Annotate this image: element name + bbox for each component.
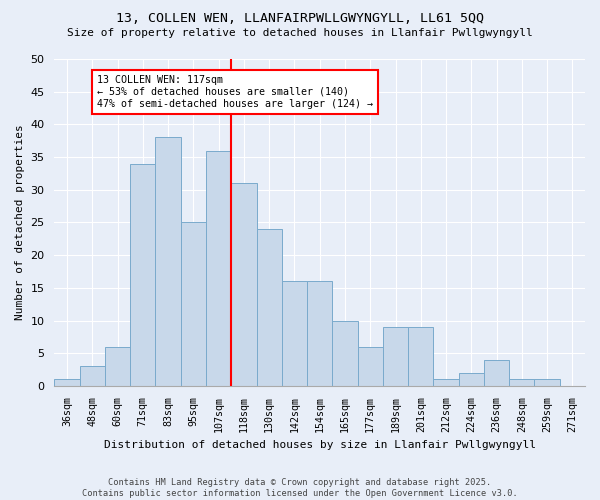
Text: Contains HM Land Registry data © Crown copyright and database right 2025.
Contai: Contains HM Land Registry data © Crown c… xyxy=(82,478,518,498)
Bar xyxy=(55,380,80,386)
Bar xyxy=(408,327,433,386)
Bar xyxy=(206,150,231,386)
Bar xyxy=(231,183,257,386)
Bar xyxy=(257,229,282,386)
Bar xyxy=(155,138,181,386)
Bar xyxy=(458,373,484,386)
Bar xyxy=(282,282,307,386)
Text: 13, COLLEN WEN, LLANFAIRPWLLGWYNGYLL, LL61 5QQ: 13, COLLEN WEN, LLANFAIRPWLLGWYNGYLL, LL… xyxy=(116,12,484,26)
Y-axis label: Number of detached properties: Number of detached properties xyxy=(15,124,25,320)
Bar xyxy=(307,282,332,386)
Bar xyxy=(509,380,535,386)
Text: 13 COLLEN WEN: 117sqm
← 53% of detached houses are smaller (140)
47% of semi-det: 13 COLLEN WEN: 117sqm ← 53% of detached … xyxy=(97,76,373,108)
Bar xyxy=(332,320,358,386)
Bar xyxy=(80,366,105,386)
Text: Size of property relative to detached houses in Llanfair Pwllgwyngyll: Size of property relative to detached ho… xyxy=(67,28,533,38)
Bar xyxy=(433,380,458,386)
Bar xyxy=(383,327,408,386)
X-axis label: Distribution of detached houses by size in Llanfair Pwllgwyngyll: Distribution of detached houses by size … xyxy=(104,440,536,450)
Bar xyxy=(358,346,383,386)
Bar xyxy=(105,346,130,386)
Bar xyxy=(484,360,509,386)
Bar xyxy=(130,164,155,386)
Bar xyxy=(181,222,206,386)
Bar xyxy=(535,380,560,386)
